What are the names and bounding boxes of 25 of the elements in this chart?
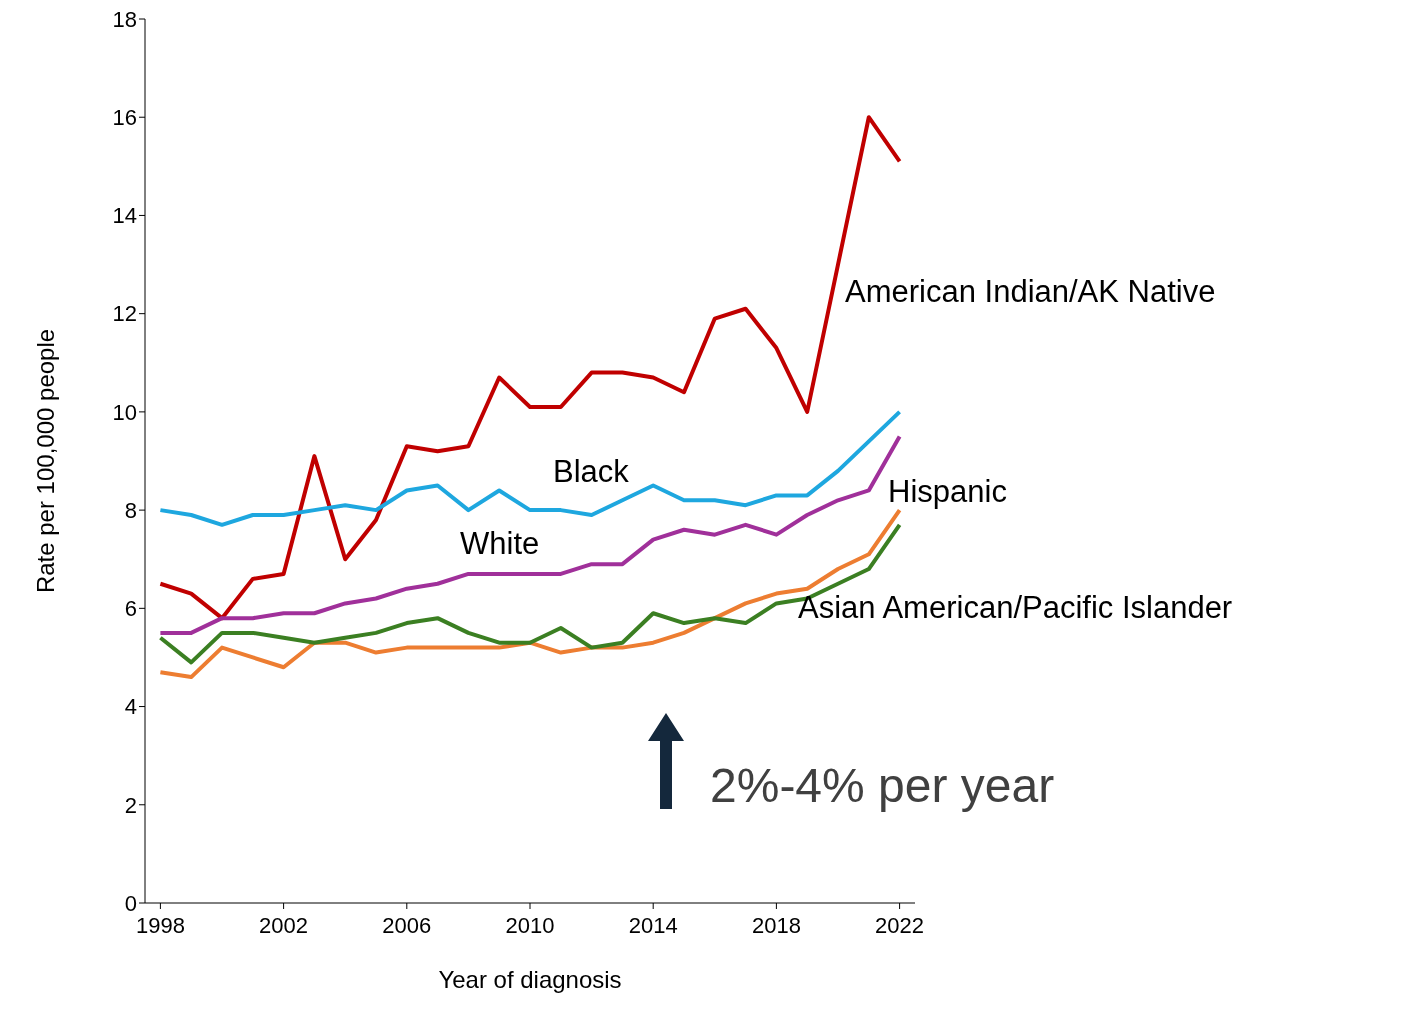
y-tick-label: 14: [112, 203, 137, 229]
y-tick-label: 4: [124, 694, 137, 720]
series-label: Hispanic: [888, 474, 1007, 510]
y-tick-label: 6: [124, 596, 137, 622]
x-tick-label: 2006: [382, 912, 432, 938]
y-tick-label: 0: [124, 890, 137, 916]
y-tick-label: 2: [124, 792, 137, 818]
y-tick-label: 8: [124, 497, 137, 523]
y-tick-label: 16: [112, 105, 137, 131]
x-tick-label: 2014: [628, 912, 678, 938]
x-axis-title: Year of diagnosis: [438, 966, 622, 993]
annotation: 2%-4% per year: [710, 758, 1055, 813]
y-tick-label: 18: [112, 6, 137, 32]
x-tick-label: 2018: [751, 912, 801, 938]
y-axis-title: Rate per 100,000 people: [31, 328, 59, 594]
y-tick-label: 12: [112, 301, 137, 327]
series-label: White: [460, 526, 540, 562]
x-tick-label: 2002: [259, 912, 309, 938]
series-label: Asian American/Pacific Islander: [798, 590, 1233, 626]
y-tick-label: 10: [112, 399, 137, 425]
series-label: American Indian/AK Native: [845, 274, 1216, 310]
series-label: Black: [553, 454, 629, 490]
x-tick-label: 2022: [875, 912, 925, 938]
x-tick-label: 1998: [135, 912, 185, 938]
x-tick-label: 2010: [505, 912, 555, 938]
